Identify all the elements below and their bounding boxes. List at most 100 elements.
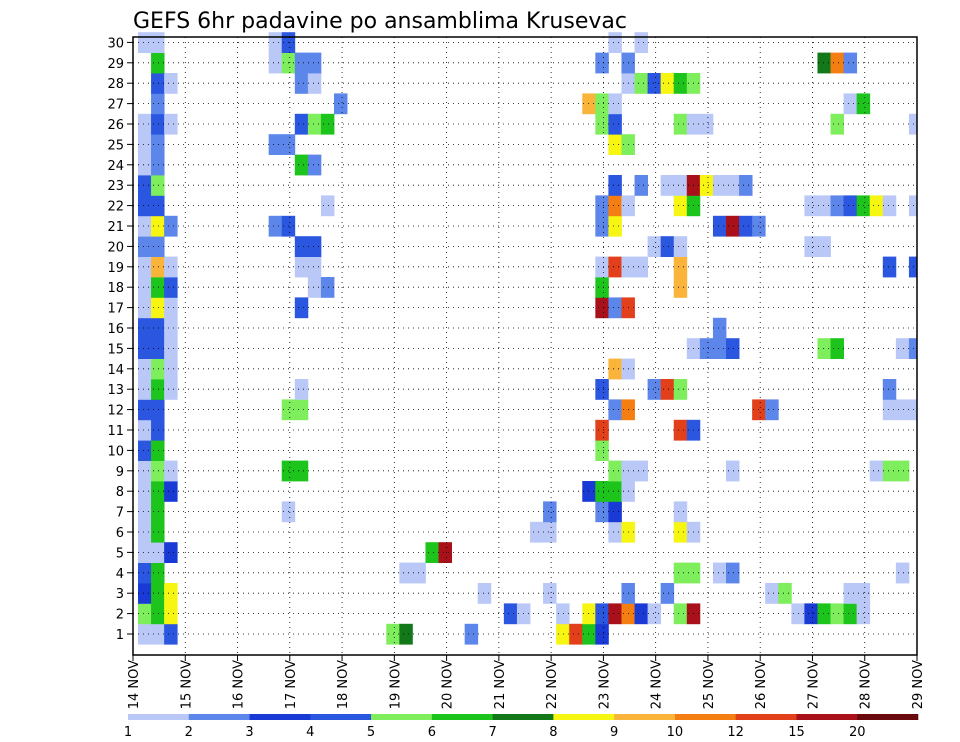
heatmap-cell [830, 195, 844, 217]
heatmap-cell [268, 32, 283, 53]
heatmap-cell [138, 542, 152, 563]
colorbar-segment [735, 714, 797, 720]
heatmap-cell [320, 277, 335, 298]
y-axis: 1234567891011121314151617181920212223242… [107, 36, 133, 643]
heatmap-cell [164, 338, 178, 359]
heatmap-cell [895, 399, 910, 421]
y-tick-label: 25 [107, 138, 124, 153]
heatmap-cell [595, 297, 609, 319]
heatmap-cell [647, 73, 662, 94]
heatmap-cell [608, 195, 622, 217]
colorbar-segment [857, 714, 919, 720]
heatmap-cell [138, 134, 152, 155]
y-tick-label: 2 [116, 608, 124, 623]
heatmap-cell [608, 521, 622, 543]
y-tick-label: 17 [107, 302, 124, 317]
y-tick-label: 14 [107, 363, 124, 378]
y-tick-label: 4 [116, 567, 124, 582]
heatmap-cell [151, 623, 165, 645]
x-tick-label: 22 NOV [545, 660, 560, 709]
heatmap-cell [307, 73, 322, 94]
heatmap-cell [608, 501, 622, 523]
heatmap-cell [151, 236, 165, 257]
heatmap-cell [151, 358, 165, 380]
heatmap-cell [634, 256, 648, 278]
heatmap-cell [294, 379, 309, 400]
x-tick-label: 15 NOV [179, 660, 194, 709]
heatmap-cell [673, 175, 688, 196]
heatmap-cell [908, 256, 917, 278]
y-tick-label: 3 [116, 587, 124, 602]
heatmap-cell [595, 93, 609, 115]
heatmap-cell [477, 583, 492, 604]
heatmap-cell [843, 603, 858, 625]
heatmap-cell [307, 256, 322, 278]
heatmap-cell [151, 338, 165, 359]
y-tick-label: 24 [107, 159, 124, 174]
heatmap-cell [438, 542, 452, 563]
heatmap-cell [543, 521, 557, 543]
heatmap-cell [699, 113, 714, 135]
y-tick-label: 20 [107, 240, 124, 255]
heatmap-cell [138, 603, 152, 625]
heatmap-cell [556, 603, 570, 625]
colorbar-label: 7 [488, 725, 496, 740]
colorbar-segment [674, 714, 736, 720]
chart-title: GEFS 6hr padavine po ansamblima Krusevac [133, 9, 627, 34]
heatmap-cell [660, 73, 675, 94]
heatmap-cell [307, 277, 322, 298]
heatmap-cell [726, 460, 740, 482]
heatmap-cell [634, 175, 648, 196]
heatmap-cell [608, 399, 622, 421]
y-tick-label: 22 [107, 200, 124, 215]
x-tick-label: 16 NOV [232, 660, 247, 709]
heatmap-cell [151, 93, 165, 115]
heatmap-cell [882, 379, 897, 400]
heatmap-cell [543, 583, 557, 604]
heatmap-cell [268, 215, 283, 237]
heatmap-cell [869, 195, 884, 217]
heatmap-cell [138, 379, 152, 400]
heatmap-cell [164, 297, 178, 319]
heatmap-cell [634, 73, 648, 94]
heatmap-cell [608, 113, 622, 135]
y-tick-label: 13 [107, 383, 124, 398]
y-tick-label: 6 [116, 526, 124, 541]
heatmap-cell [151, 113, 165, 135]
colorbar-label: 3 [245, 725, 253, 740]
heatmap-cell [895, 338, 910, 359]
colorbar-label: 20 [849, 725, 866, 740]
heatmap-cell [151, 419, 165, 441]
heatmap-cell [608, 603, 622, 625]
heatmap-cell [673, 603, 688, 625]
heatmap-cell [138, 195, 152, 217]
heatmap-cell [268, 52, 283, 74]
heatmap-cell [673, 277, 688, 298]
heatmap-cell [712, 317, 727, 339]
heatmap-cell [817, 603, 831, 625]
heatmap-cell [739, 175, 753, 196]
heatmap-cell [595, 440, 609, 461]
colorbar-segment [431, 714, 493, 720]
x-tick-label: 24 NOV [650, 660, 665, 709]
heatmap-cell [464, 623, 479, 645]
heatmap-cell [726, 562, 740, 584]
heatmap-cell [151, 297, 165, 319]
heatmap-cell [294, 154, 309, 176]
heatmap-cell [151, 379, 165, 400]
heatmap-cell [699, 338, 714, 359]
heatmap-cell [503, 603, 518, 625]
heatmap-cell [294, 460, 309, 482]
heatmap-cell [595, 277, 609, 298]
heatmap-cell [164, 603, 178, 625]
heatmap-cell [712, 175, 727, 196]
heatmap-cell [412, 562, 426, 584]
heatmap-cell [138, 562, 152, 584]
heatmap-cell [673, 562, 688, 584]
heatmap-cell [830, 603, 844, 625]
heatmap-cell [712, 215, 727, 237]
heatmap-cell [726, 215, 740, 237]
heatmap-cell [138, 521, 152, 543]
heatmap-cell [634, 460, 648, 482]
